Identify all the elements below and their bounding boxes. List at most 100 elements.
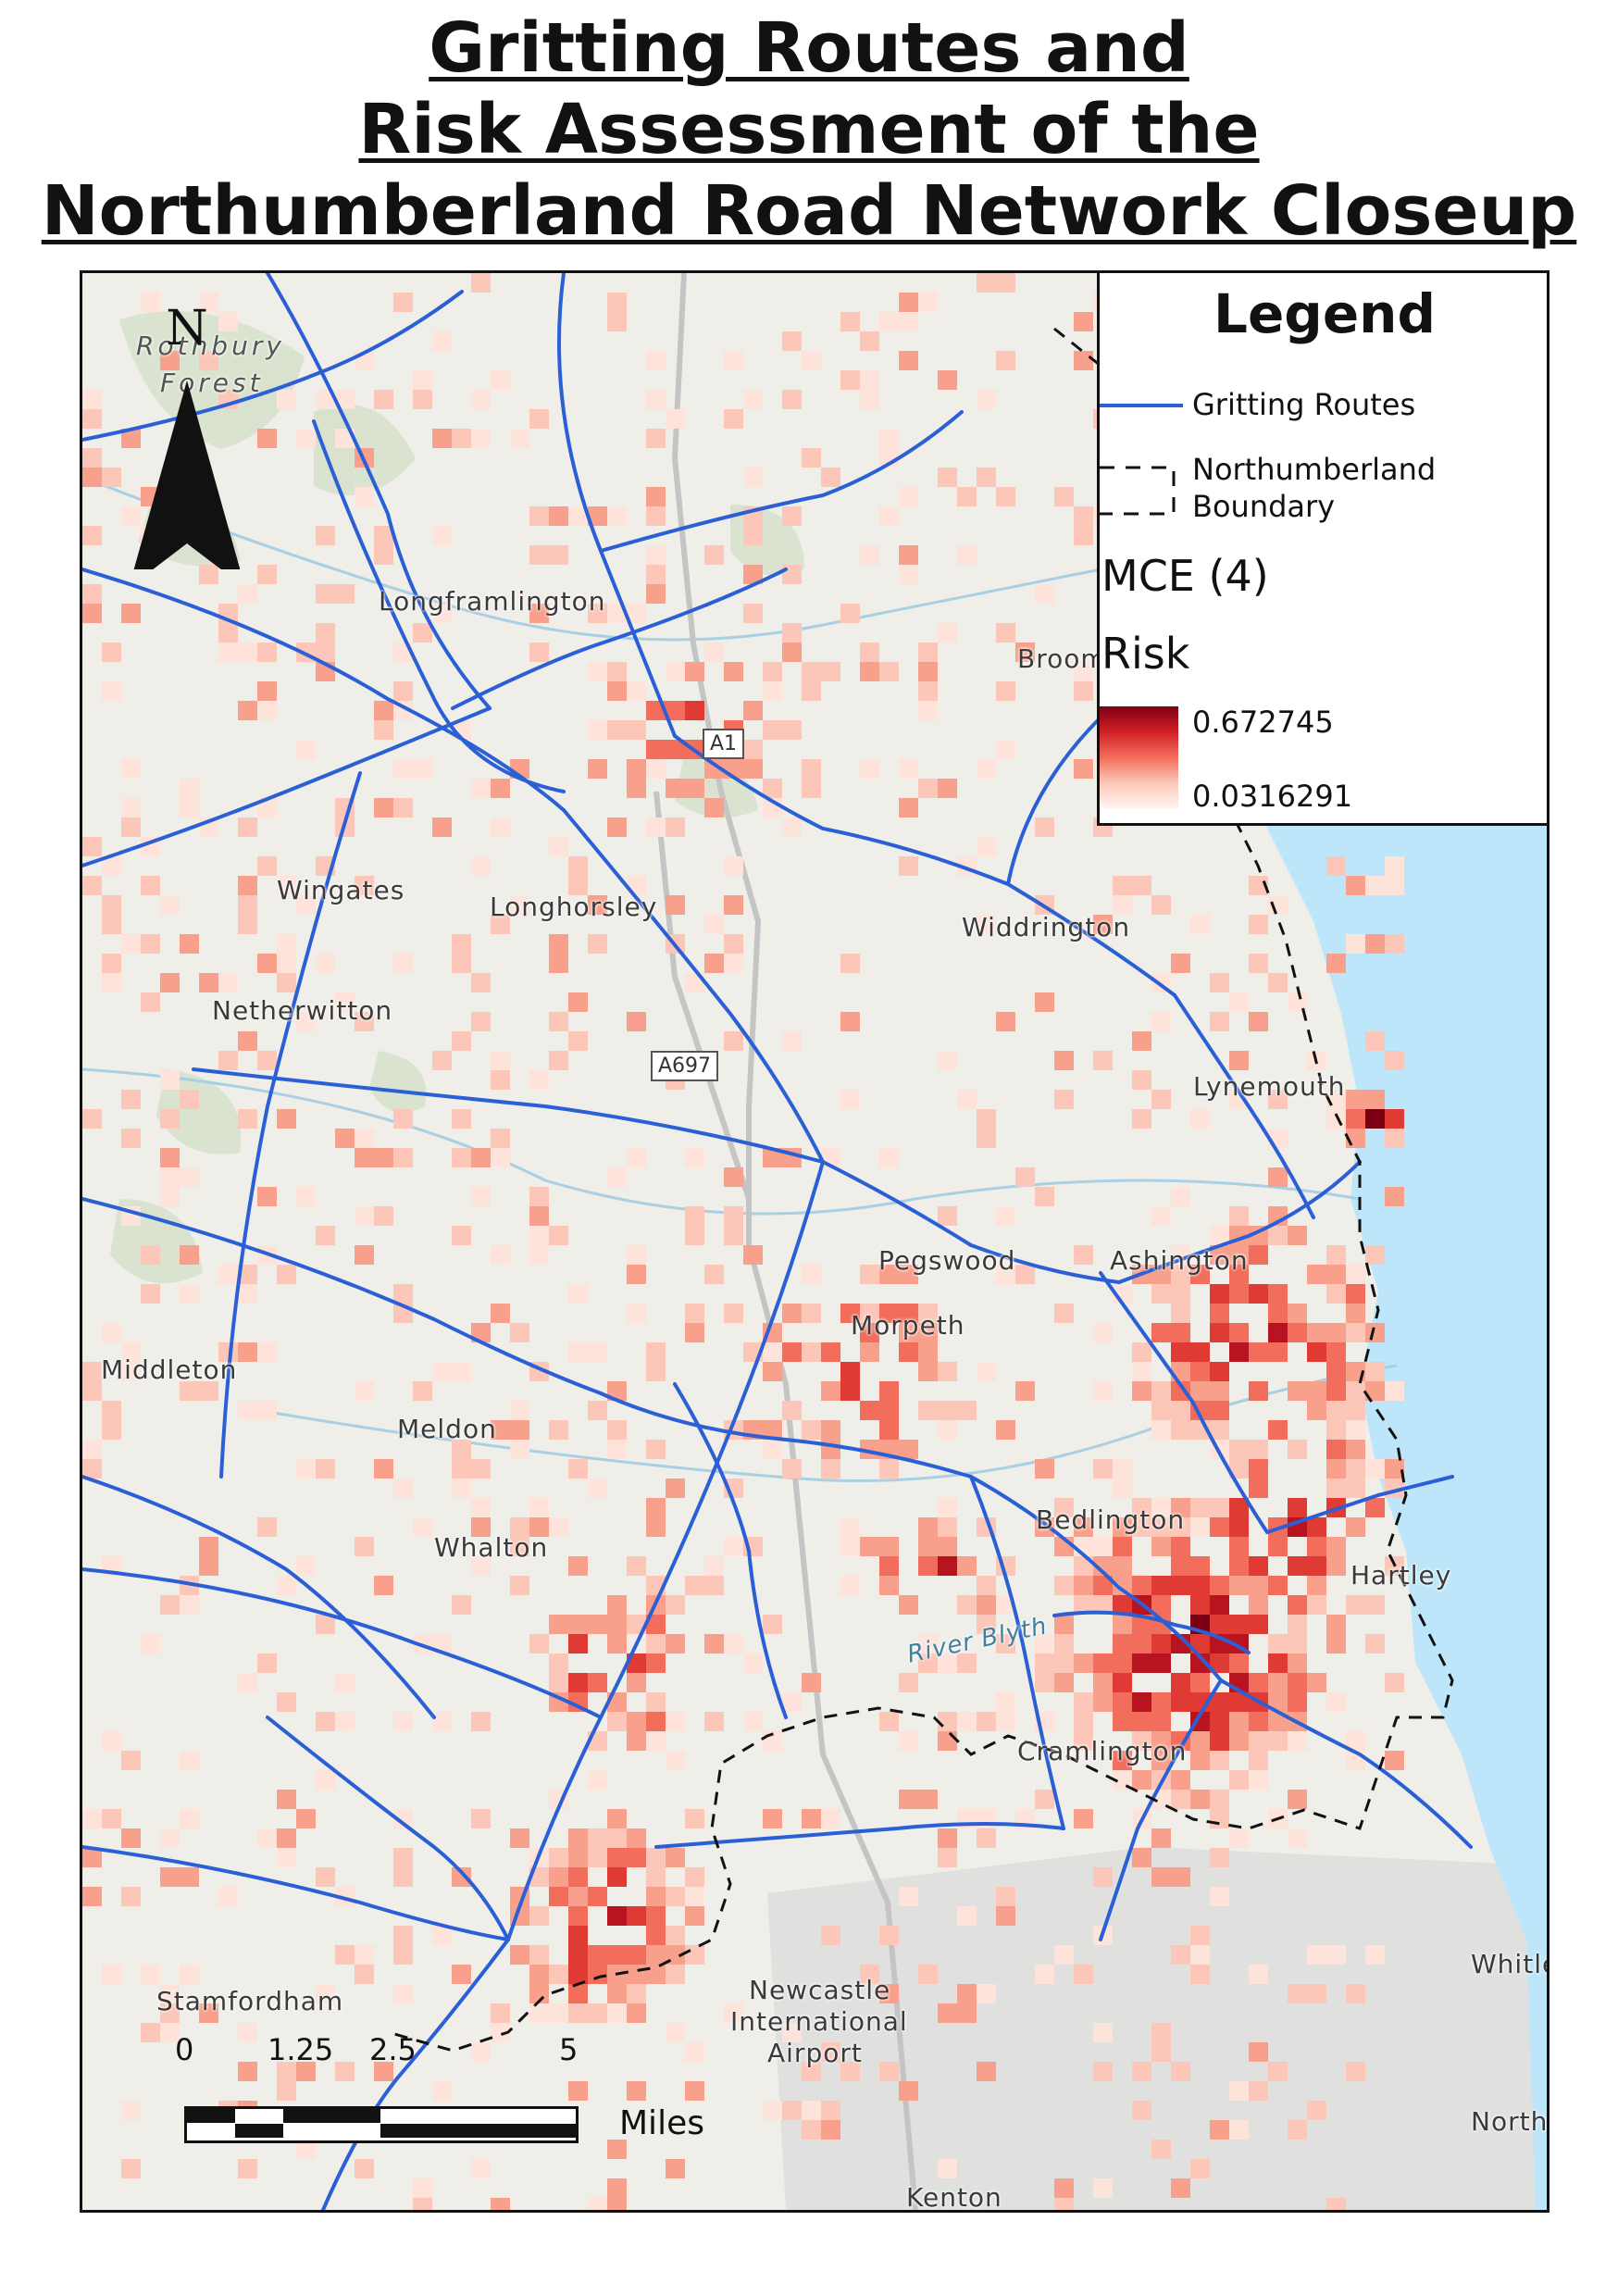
risk-cell	[646, 545, 666, 565]
risk-cell	[646, 1342, 666, 1362]
risk-cell	[1268, 1576, 1288, 1595]
risk-cell	[471, 1323, 491, 1342]
risk-cell	[821, 1381, 840, 1401]
risk-cell	[568, 1926, 588, 1945]
risk-cell	[160, 351, 180, 370]
risk-cell	[568, 1459, 588, 1479]
risk-cell	[724, 934, 743, 954]
risk-cell	[1288, 2120, 1307, 2140]
risk-cell	[1190, 1381, 1210, 1401]
risk-cell	[82, 1887, 102, 1906]
risk-cell	[1113, 1634, 1132, 1653]
risk-cell	[1132, 1031, 1151, 1051]
risk-cell	[1113, 1517, 1132, 1537]
risk-cell	[977, 1984, 996, 2003]
risk-cell	[879, 1984, 899, 2003]
risk-cell	[238, 2023, 257, 2042]
risk-cell	[491, 779, 510, 798]
place-international: International	[730, 2006, 908, 2037]
risk-cell	[529, 409, 549, 429]
risk-cell	[471, 1556, 491, 1576]
risk-cell	[1171, 954, 1190, 973]
risk-cell	[432, 1362, 452, 1381]
risk-cell	[588, 1828, 607, 1848]
risk-cell	[1210, 1381, 1229, 1401]
risk-cell	[160, 2003, 180, 2023]
risk-cell	[666, 662, 685, 681]
risk-cell	[918, 1653, 938, 1673]
risk-cell	[471, 2042, 491, 2062]
risk-cell	[646, 1867, 666, 1887]
risk-cell	[802, 759, 821, 779]
risk-cell	[1346, 1401, 1365, 1420]
risk-cell	[1171, 1187, 1190, 1206]
risk-cell	[763, 1440, 782, 1459]
risk-cell	[879, 1401, 899, 1420]
risk-cell	[666, 817, 685, 837]
risk-cell	[121, 2101, 141, 2120]
risk-cell	[588, 720, 607, 740]
risk-cell	[471, 273, 491, 293]
risk-cell	[1113, 1537, 1132, 1556]
risk-cell	[685, 1304, 704, 1323]
risk-cell	[627, 1731, 646, 1751]
risk-cell	[1210, 1226, 1229, 1245]
risk-cell	[1365, 1459, 1385, 1479]
risk-cell	[296, 1556, 316, 1576]
risk-cell	[646, 1712, 666, 1731]
risk-cell	[393, 1712, 413, 1731]
risk-cell	[1229, 1828, 1249, 1848]
risk-cell	[1015, 1167, 1035, 1187]
risk-cell	[335, 1712, 355, 1731]
risk-cell	[1113, 876, 1132, 895]
risk-cell	[1132, 1653, 1151, 1673]
risk-cell	[627, 779, 646, 798]
risk-cell	[607, 1167, 627, 1187]
legend-panel: Legend Gritting Routes Northumberland Bo…	[1097, 273, 1547, 826]
risk-cell	[938, 779, 957, 798]
risk-cell	[1326, 1362, 1346, 1381]
risk-cell	[646, 759, 666, 779]
risk-cell	[646, 506, 666, 526]
risk-cell	[646, 1615, 666, 1634]
risk-cell	[257, 1342, 277, 1362]
risk-cell	[957, 1653, 977, 1673]
risk-cell	[782, 643, 802, 662]
risk-cell	[1249, 1673, 1268, 1692]
gritting-route	[1117, 1160, 1362, 1284]
risk-cell	[82, 1809, 102, 1828]
risk-cell	[218, 1265, 238, 1284]
risk-cell	[1288, 1828, 1307, 1848]
place-airport: Airport	[767, 2038, 863, 2068]
risk-cell	[588, 604, 607, 623]
risk-cell	[782, 623, 802, 643]
risk-cell	[1326, 856, 1346, 876]
risk-cell	[607, 1634, 627, 1653]
risk-cell	[1093, 2062, 1113, 2081]
risk-cell	[452, 1440, 471, 1459]
risk-cell	[918, 779, 938, 798]
risk-cell	[1229, 1265, 1249, 1284]
risk-cell	[860, 1323, 879, 1342]
risk-cell	[1190, 1362, 1210, 1381]
risk-cell	[1229, 2120, 1249, 2140]
risk-cell	[646, 1965, 666, 1984]
risk-cell	[355, 487, 374, 506]
risk-cell	[218, 623, 238, 643]
risk-cell	[355, 2159, 374, 2178]
risk-cell	[549, 1226, 568, 1245]
risk-cell	[316, 390, 335, 409]
risk-cell	[393, 1945, 413, 1965]
risk-cell	[1229, 992, 1249, 1012]
risk-cell	[724, 662, 743, 681]
risk-cell	[374, 390, 393, 409]
risk-cell	[549, 954, 568, 973]
risk-cell	[1326, 1284, 1346, 1304]
risk-cell	[102, 643, 121, 662]
risk-cell	[82, 468, 102, 487]
risk-cell	[257, 1187, 277, 1206]
risk-cell	[1365, 1323, 1385, 1342]
map-frame[interactable]: Rothbury Forest Longframlington Wingates…	[80, 270, 1550, 2213]
risk-cell	[1385, 934, 1404, 954]
risk-cell	[996, 1420, 1015, 1440]
